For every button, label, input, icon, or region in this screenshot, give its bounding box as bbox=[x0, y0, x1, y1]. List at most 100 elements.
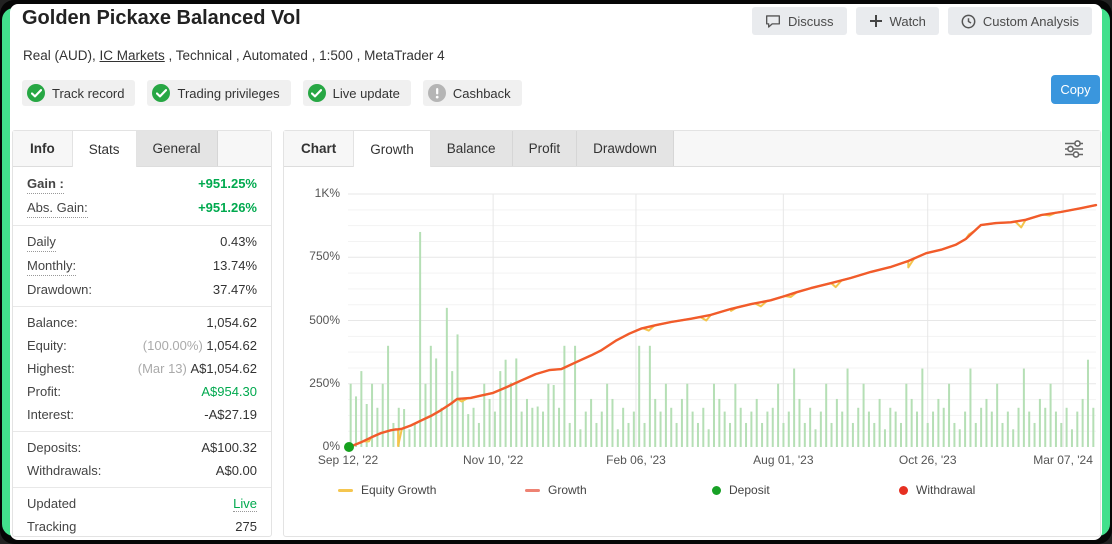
stat-value-text: 275 bbox=[235, 519, 257, 534]
stat-value: A$100.32 bbox=[201, 438, 257, 457]
stat-row-gain: Gain : +951.25% bbox=[27, 172, 257, 196]
volume-bar bbox=[718, 398, 721, 447]
chart-strip-label: Chart bbox=[301, 141, 337, 156]
volume-bar bbox=[761, 422, 764, 447]
volume-bar bbox=[542, 411, 545, 447]
stat-label[interactable]: Abs. Gain: bbox=[27, 198, 88, 218]
legend-growth[interactable]: Growth bbox=[525, 483, 712, 497]
volume-bar bbox=[664, 383, 667, 447]
stat-value: Live bbox=[233, 494, 257, 513]
divider bbox=[13, 225, 271, 226]
divider bbox=[13, 487, 271, 488]
x-axis-label: Aug 01, '23 bbox=[753, 453, 814, 467]
tab-drawdown[interactable]: Drawdown bbox=[577, 131, 674, 166]
chart-tabstrip: Chart Growth Balance Profit Drawdown bbox=[284, 131, 1100, 167]
volume-bar bbox=[413, 422, 416, 447]
subtitle-text: , Technical , Automated , 1:500 , MetaTr… bbox=[164, 48, 445, 63]
volume-bar bbox=[894, 411, 897, 447]
tab-balance[interactable]: Balance bbox=[430, 131, 513, 166]
volume-bar bbox=[1006, 411, 1009, 447]
watch-button[interactable]: Watch bbox=[855, 7, 939, 35]
stat-value-text: A$954.30 bbox=[201, 384, 257, 399]
check-icon bbox=[307, 84, 326, 102]
volume-bar bbox=[1076, 411, 1079, 447]
badge-label: Live update bbox=[332, 85, 400, 101]
volume-bar bbox=[536, 406, 539, 447]
badge-track-record: Track record bbox=[22, 80, 136, 106]
volume-bar bbox=[611, 398, 614, 447]
volume-bar bbox=[590, 398, 593, 447]
broker-link[interactable]: IC Markets bbox=[99, 48, 165, 63]
volume-bar bbox=[793, 368, 796, 447]
volume-bar bbox=[926, 422, 929, 447]
volume-bar bbox=[755, 398, 758, 447]
badge-cashback: Cashback bbox=[422, 80, 522, 106]
volume-bar bbox=[899, 422, 902, 447]
stat-label[interactable]: Daily bbox=[27, 232, 56, 252]
volume-bar bbox=[766, 411, 769, 447]
tab-growth[interactable]: Growth bbox=[353, 131, 431, 167]
volume-bar bbox=[675, 422, 678, 447]
volume-bar bbox=[365, 403, 368, 447]
legend-equity-growth[interactable]: Equity Growth bbox=[338, 483, 525, 497]
stat-label: Highest: bbox=[27, 361, 75, 376]
volume-bar bbox=[937, 398, 940, 447]
header-buttons: Discuss Watch Custom Analysis bbox=[752, 7, 1092, 35]
volume-bar bbox=[504, 359, 507, 447]
stat-value: 275 bbox=[235, 517, 257, 536]
volume-bar bbox=[600, 411, 603, 447]
stat-value: A$954.30 bbox=[201, 382, 257, 401]
exclamation-icon bbox=[427, 84, 446, 102]
stat-value-text: A$0.00 bbox=[215, 463, 257, 478]
x-axis-label: Nov 10, '22 bbox=[462, 453, 524, 467]
volume-bar bbox=[889, 407, 892, 447]
stat-label[interactable]: Gain : bbox=[27, 174, 64, 194]
volume-bar bbox=[1092, 407, 1095, 447]
volume-bar bbox=[990, 411, 993, 447]
volume-bar bbox=[969, 368, 972, 447]
volume-bar bbox=[819, 411, 822, 447]
volume-bar bbox=[921, 368, 924, 447]
volume-bar bbox=[1044, 407, 1047, 447]
chart-settings-icon[interactable] bbox=[1062, 131, 1086, 167]
stat-value-note: (Mar 13) bbox=[137, 361, 191, 376]
growth-line bbox=[346, 203, 1098, 449]
volume-bar bbox=[996, 383, 999, 447]
custom-analysis-button[interactable]: Custom Analysis bbox=[947, 7, 1092, 35]
legend-withdrawal[interactable]: Withdrawal bbox=[899, 483, 1086, 497]
stat-value-text: -A$27.19 bbox=[204, 407, 257, 422]
volume-bar bbox=[878, 398, 881, 447]
discuss-button[interactable]: Discuss bbox=[752, 7, 847, 35]
stat-value-text: A$1,054.62 bbox=[190, 361, 257, 376]
x-axis-label: Mar 07, '24 bbox=[1033, 453, 1093, 467]
stat-value: 37.47% bbox=[213, 280, 257, 299]
stat-value-text: 1,054.62 bbox=[206, 315, 257, 330]
copy-button[interactable]: Copy bbox=[1051, 75, 1100, 104]
volume-bar bbox=[750, 411, 753, 447]
volume-bar bbox=[509, 382, 512, 447]
volume-bar bbox=[964, 411, 967, 447]
volume-bar bbox=[622, 407, 625, 447]
volume-bar bbox=[1017, 407, 1020, 447]
stat-value-text[interactable]: Live bbox=[233, 496, 257, 512]
stat-label: Updated bbox=[27, 496, 77, 511]
tab-profit[interactable]: Profit bbox=[512, 131, 578, 166]
volume-bar bbox=[948, 383, 951, 447]
stat-row-balance: Balance: 1,054.62 bbox=[27, 311, 257, 334]
stat-value: 13.74% bbox=[213, 256, 257, 275]
legend-deposit[interactable]: Deposit bbox=[712, 483, 899, 497]
volume-bar bbox=[1012, 429, 1015, 447]
badge-label: Trading privileges bbox=[177, 85, 280, 101]
legend-label: Equity Growth bbox=[361, 483, 437, 497]
volume-bar bbox=[686, 383, 689, 447]
tab-general[interactable]: General bbox=[136, 131, 218, 166]
volume-bar bbox=[942, 407, 945, 447]
volume-bar bbox=[595, 422, 598, 447]
stat-value: (Mar 13) A$1,054.62 bbox=[138, 359, 257, 378]
volume-bar bbox=[472, 407, 475, 447]
volume-bar bbox=[798, 398, 801, 447]
subtitle-text: Real (AUD), bbox=[23, 48, 100, 63]
tab-stats[interactable]: Stats bbox=[71, 131, 137, 167]
stat-label[interactable]: Monthly: bbox=[27, 256, 77, 276]
volume-bar bbox=[1086, 359, 1089, 447]
